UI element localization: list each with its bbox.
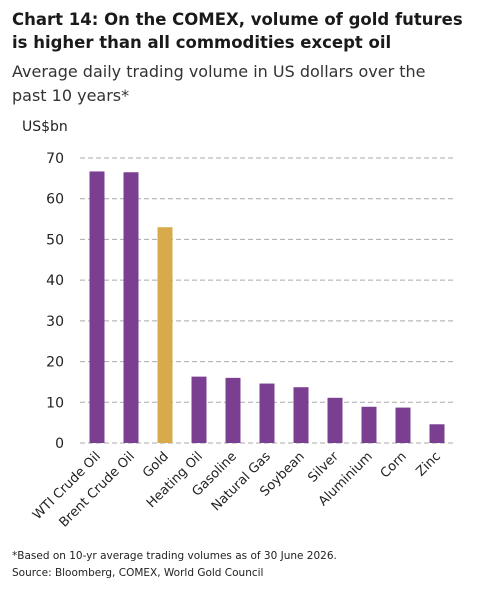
y-axis-label: US$bn <box>22 119 68 135</box>
bar <box>123 172 139 443</box>
chart-title: Chart 14: On the COMEX, volume of gold f… <box>12 10 463 52</box>
bar <box>395 407 411 443</box>
bar <box>191 376 207 443</box>
y-tick-label: 30 <box>46 314 64 330</box>
bar <box>259 383 275 443</box>
chart-subtitle: Average daily trading volume in US dolla… <box>12 62 426 105</box>
bar <box>429 424 445 443</box>
y-tick-label: 20 <box>46 355 64 371</box>
bar <box>225 377 241 443</box>
y-tick-label: 60 <box>46 192 64 208</box>
y-tick-label: 0 <box>55 436 64 452</box>
y-tick-label: 50 <box>46 232 64 248</box>
y-tick-label: 70 <box>46 151 64 167</box>
bar <box>157 227 173 443</box>
bar <box>293 387 309 443</box>
source: Source: Bloomberg, COMEX, World Gold Cou… <box>12 567 264 579</box>
x-tick-label: Zinc <box>413 449 443 479</box>
bar <box>89 171 105 443</box>
y-tick-label: 10 <box>46 395 64 411</box>
bar <box>327 397 343 443</box>
bar <box>361 406 377 443</box>
x-tick-label: Corn <box>378 449 410 481</box>
y-tick-label: 40 <box>46 273 64 289</box>
footnote: *Based on 10-yr average trading volumes … <box>12 550 337 562</box>
